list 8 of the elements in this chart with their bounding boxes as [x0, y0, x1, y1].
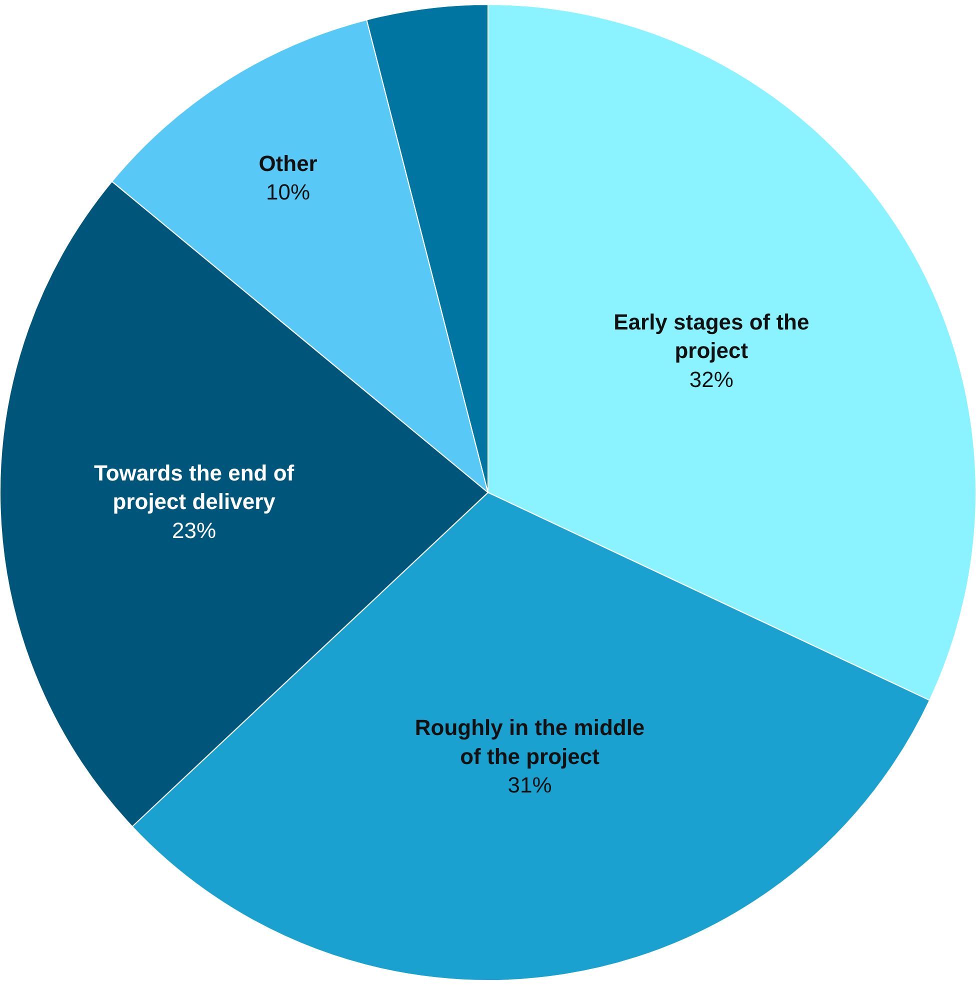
data-label: 32% — [689, 366, 734, 392]
slice-label: Towards the end of project delivery — [94, 460, 295, 514]
slice-label: Other — [258, 150, 318, 176]
data-label: 31% — [508, 772, 552, 798]
data-label: 10% — [266, 180, 310, 205]
slice-label: Roughly in the middle of the project — [414, 715, 645, 769]
slice-label: Early stages of the project — [614, 310, 810, 364]
data-label: 23% — [172, 518, 216, 543]
